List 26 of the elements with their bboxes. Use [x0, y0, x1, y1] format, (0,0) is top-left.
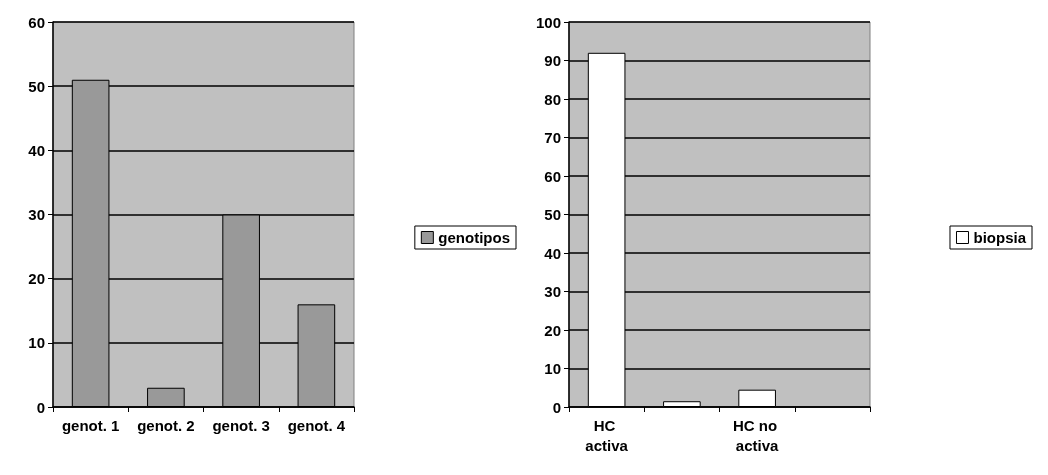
y-tick-label: 30 [28, 206, 45, 223]
y-tick-label: 0 [552, 398, 561, 416]
y-tick-label: 40 [28, 141, 45, 159]
y-tick-label: 20 [28, 270, 45, 288]
y-tick-label: 40 [544, 244, 561, 262]
y-tick-label: 10 [28, 334, 45, 352]
y-tick-label: 30 [544, 283, 561, 300]
y-tick-label: 10 [544, 360, 561, 377]
x-tick-label: genot. 1 [61, 416, 120, 434]
legend-label: biopsia [973, 229, 1027, 246]
legend-label: genotipos [438, 229, 511, 246]
y-tick-label: 100 [535, 13, 561, 31]
y-tick-label: 60 [28, 13, 45, 31]
y-tick-label: 70 [544, 129, 561, 146]
x-tick-label: genot. 3 [212, 416, 270, 434]
y-tick-label: 50 [544, 206, 561, 223]
x-tick-label: genot. 2 [137, 416, 195, 434]
y-tick-label: 90 [544, 52, 561, 69]
y-tick-label: 80 [544, 90, 561, 108]
y-tick-label: 60 [544, 167, 561, 185]
y-tick-label: 20 [544, 321, 561, 339]
y-tick-label: 50 [28, 77, 45, 95]
x-tick-label: genot. 4 [287, 416, 346, 434]
x-tick-label: HC activa [585, 416, 629, 454]
x-tick-label: HC no activa [732, 416, 782, 454]
y-tick-label: 0 [36, 398, 45, 416]
